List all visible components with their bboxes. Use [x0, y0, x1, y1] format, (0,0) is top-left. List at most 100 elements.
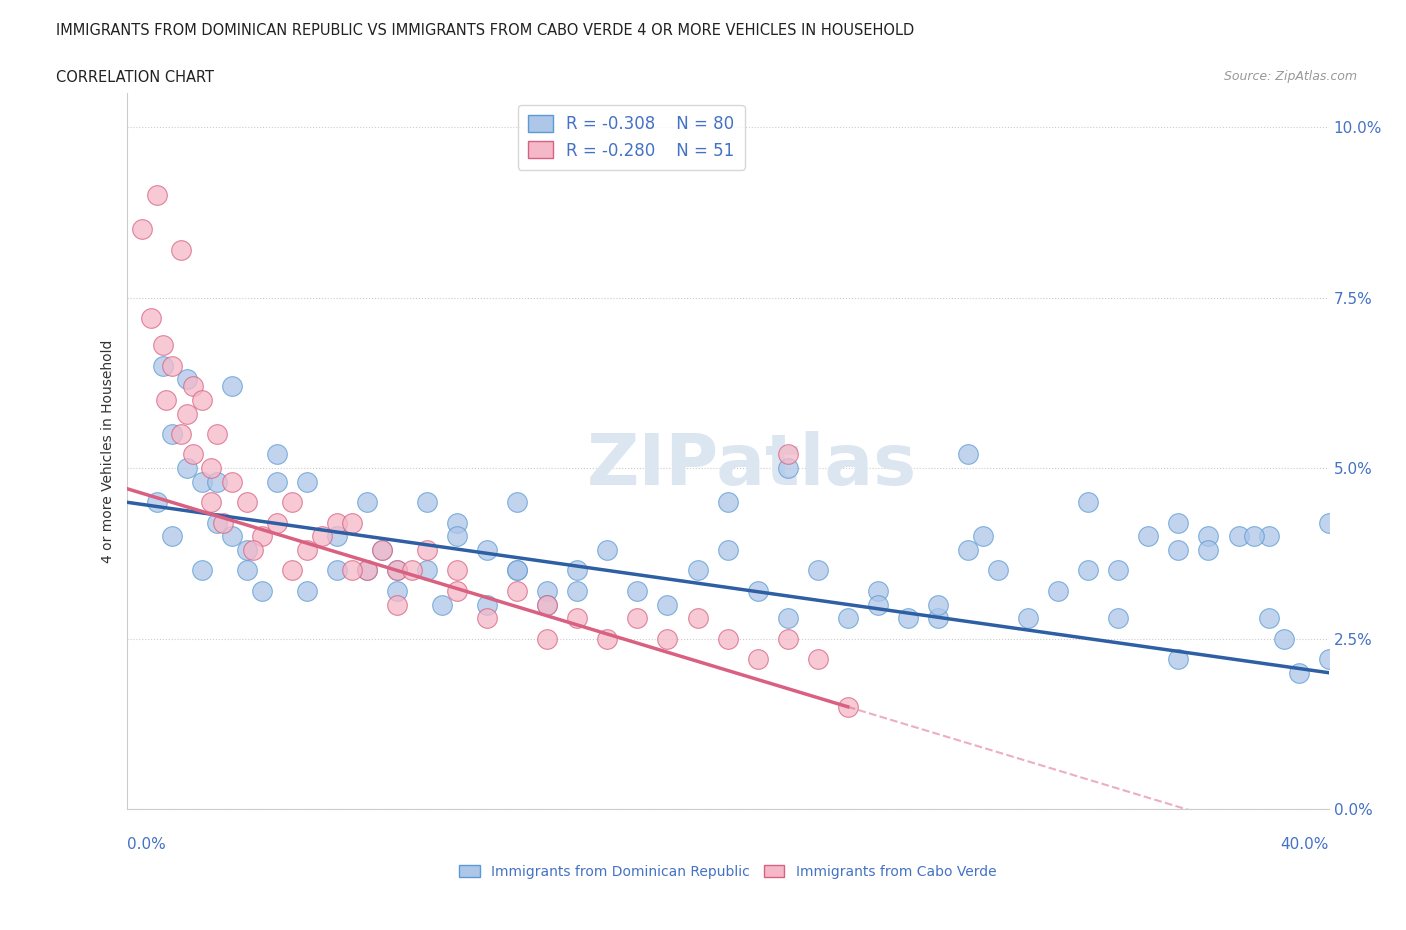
Point [145, 495, 167, 510]
Point [1317, 515, 1340, 530]
Point [1107, 563, 1129, 578]
Point [567, 583, 589, 598]
Point [190, 392, 212, 407]
Point [1317, 652, 1340, 667]
Point [181, 379, 204, 393]
Y-axis label: 4 or more Vehicles in Household: 4 or more Vehicles in Household [101, 339, 115, 563]
Point [716, 542, 740, 557]
Point [1272, 631, 1295, 646]
Text: 40.0%: 40.0% [1281, 837, 1329, 852]
Point [242, 542, 264, 557]
Point [1243, 529, 1265, 544]
Point [536, 583, 558, 598]
Point [747, 583, 769, 598]
Point [657, 597, 679, 612]
Point [446, 563, 468, 578]
Point [1257, 529, 1279, 544]
Point [176, 372, 198, 387]
Point [155, 392, 177, 407]
Point [446, 515, 468, 530]
Point [956, 542, 979, 557]
Point [475, 597, 498, 612]
Point [385, 583, 408, 598]
Text: 0.0%: 0.0% [127, 837, 166, 852]
Point [686, 563, 709, 578]
Point [340, 563, 363, 578]
Point [235, 542, 259, 557]
Text: Source: ZipAtlas.com: Source: ZipAtlas.com [1223, 70, 1357, 83]
Point [536, 597, 558, 612]
Point [506, 495, 529, 510]
Point [596, 542, 619, 557]
Point [250, 583, 273, 598]
Point [1137, 529, 1160, 544]
Point [927, 597, 949, 612]
Point [311, 529, 333, 544]
Point [567, 611, 589, 626]
Point [326, 563, 349, 578]
Point [205, 427, 228, 442]
Point [205, 515, 228, 530]
Point [536, 597, 558, 612]
Point [385, 597, 408, 612]
Point [776, 611, 799, 626]
Point [200, 460, 222, 475]
Point [626, 583, 648, 598]
Point [190, 563, 212, 578]
Point [927, 611, 949, 626]
Point [385, 563, 408, 578]
Point [567, 563, 589, 578]
Point [266, 474, 288, 489]
Point [716, 495, 740, 510]
Point [211, 515, 233, 530]
Point [446, 529, 468, 544]
Point [371, 542, 394, 557]
Point [205, 474, 228, 489]
Point [1047, 583, 1070, 598]
Point [266, 515, 288, 530]
Point [1197, 529, 1219, 544]
Point [181, 447, 204, 462]
Point [266, 447, 288, 462]
Point [866, 597, 889, 612]
Point [281, 495, 304, 510]
Point [160, 427, 183, 442]
Point [686, 611, 709, 626]
Point [250, 529, 273, 544]
Point [295, 583, 318, 598]
Point [1167, 515, 1189, 530]
Point [326, 529, 349, 544]
Point [1017, 611, 1039, 626]
Point [536, 631, 558, 646]
Point [506, 583, 529, 598]
Point [506, 563, 529, 578]
Point [139, 311, 162, 325]
Point [169, 243, 191, 258]
Point [475, 611, 498, 626]
Point [385, 563, 408, 578]
Point [169, 427, 191, 442]
Point [776, 631, 799, 646]
Point [430, 597, 453, 612]
Point [131, 222, 153, 237]
Point [1288, 665, 1310, 680]
Point [475, 542, 498, 557]
Point [1107, 611, 1129, 626]
Point [776, 460, 799, 475]
Point [295, 542, 318, 557]
Point [807, 563, 830, 578]
Point [401, 563, 423, 578]
Point [657, 631, 679, 646]
Point [235, 563, 259, 578]
Point [747, 652, 769, 667]
Point [356, 495, 378, 510]
Point [897, 611, 920, 626]
Point [837, 699, 859, 714]
Point [221, 379, 243, 393]
Point [626, 611, 648, 626]
Point [837, 611, 859, 626]
Point [221, 529, 243, 544]
Legend: R = -0.308    N = 80, R = -0.280    N = 51: R = -0.308 N = 80, R = -0.280 N = 51 [519, 105, 745, 169]
Point [1077, 563, 1099, 578]
Point [356, 563, 378, 578]
